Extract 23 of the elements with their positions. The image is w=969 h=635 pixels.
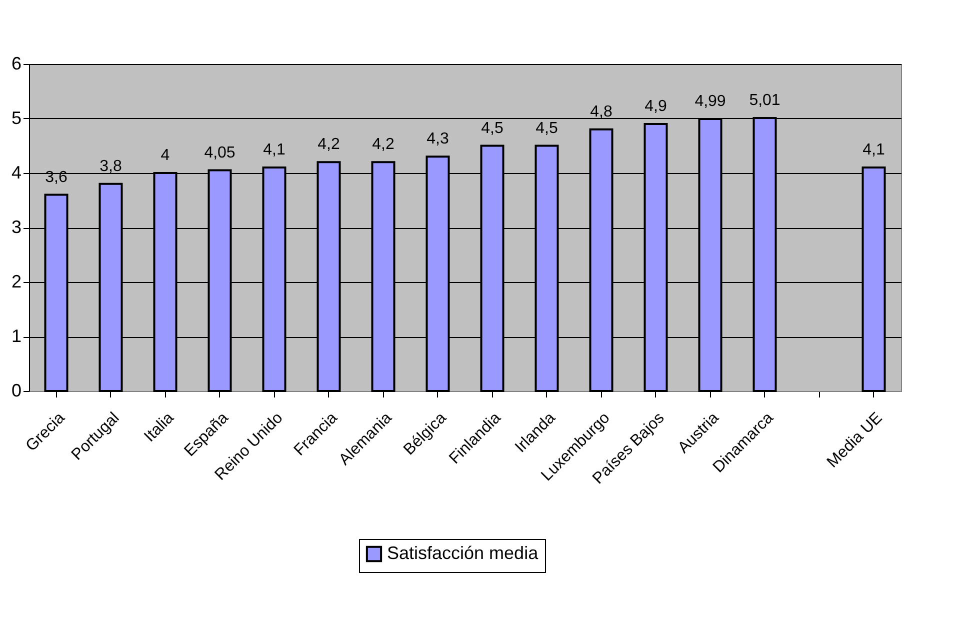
y-tick-label: 5 <box>11 108 22 128</box>
data-label: 5,01 <box>749 92 780 109</box>
x-tick-label: Italia <box>141 409 178 446</box>
y-tick-label: 2 <box>11 272 22 292</box>
y-tick-label: 0 <box>11 380 22 400</box>
data-label: 4,5 <box>481 120 504 137</box>
data-label: 4,05 <box>204 144 236 162</box>
data-label: 4,9 <box>644 98 667 115</box>
data-label: 4,3 <box>426 130 449 148</box>
data-label: 4,99 <box>694 93 726 110</box>
data-label: 4,1 <box>263 142 286 159</box>
data-label: 4 <box>160 147 170 164</box>
data-label: 4,2 <box>318 136 340 154</box>
data-label: 4,8 <box>590 103 612 120</box>
y-tick-label: 4 <box>11 162 22 182</box>
data-label: 3,8 <box>100 158 122 175</box>
data-label: 4,1 <box>862 142 885 159</box>
legend-label: Satisfacción media <box>387 543 540 563</box>
data-label: 4,2 <box>372 136 394 154</box>
y-tick-label: 6 <box>11 54 22 74</box>
y-tick-label: 1 <box>11 326 22 346</box>
data-label: 4,5 <box>536 120 558 137</box>
y-tick-label: 3 <box>11 217 22 237</box>
